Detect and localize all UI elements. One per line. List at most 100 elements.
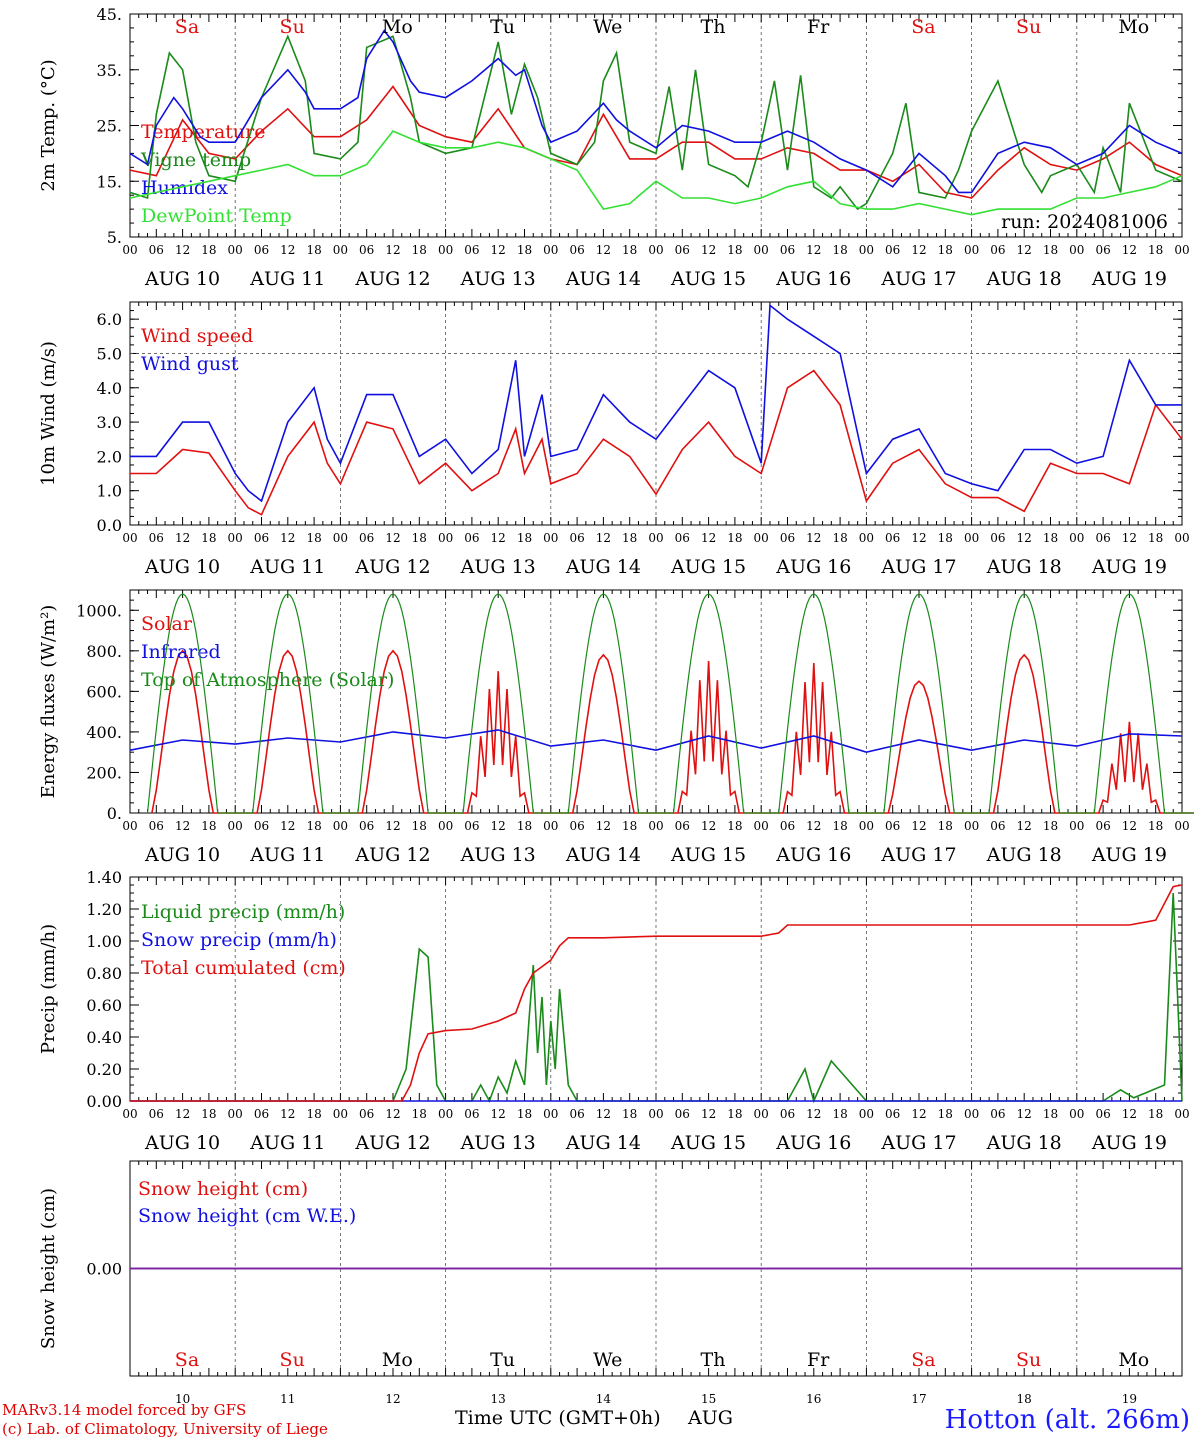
y-tick-label: 1.20 <box>86 900 122 919</box>
x-date-label: AUG 18 <box>986 1132 1062 1154</box>
x-date-label: AUG 10 <box>144 844 220 866</box>
x-hour-label: 00 <box>543 819 558 833</box>
x-hour-label: 06 <box>359 819 374 833</box>
x-hour-label: 06 <box>569 531 584 545</box>
x-hour-label: 00 <box>754 1107 769 1121</box>
x-hour-label: 06 <box>885 243 900 257</box>
weekday-label: We <box>593 16 622 38</box>
x-hour-label: 18 <box>727 243 742 257</box>
x-date-label: AUG 15 <box>670 1132 746 1154</box>
x-hour-label: 06 <box>1095 1107 1110 1121</box>
x-day-number: 17 <box>911 1392 926 1406</box>
x-hour-label: 12 <box>911 1107 926 1121</box>
x-hour-label: 12 <box>385 243 400 257</box>
weekday-label: Su <box>280 1349 305 1371</box>
x-hour-label: 06 <box>254 243 269 257</box>
x-hour-label: 00 <box>1174 243 1189 257</box>
x-hour-label: 06 <box>149 531 164 545</box>
legend-entry: Top of Atmosphere (Solar) <box>141 669 394 691</box>
x-hour-label: 06 <box>990 531 1005 545</box>
x-hour-label: 18 <box>832 243 847 257</box>
weekday-label: Mo <box>382 1349 413 1371</box>
x-hour-label: 12 <box>1017 1107 1032 1121</box>
x-hour-label: 18 <box>832 819 847 833</box>
x-hour-label: 18 <box>622 1107 637 1121</box>
x-hour-label: 00 <box>1174 819 1189 833</box>
x-date-label: AUG 11 <box>249 1132 325 1154</box>
x-hour-label: 18 <box>1148 819 1163 833</box>
x-day-number: 10 <box>175 1392 190 1406</box>
y-tick-label: 0. <box>107 804 122 823</box>
y-tick-label: 800. <box>86 642 122 661</box>
x-hour-label: 18 <box>622 531 637 545</box>
x-hour-label: 18 <box>1043 1107 1058 1121</box>
y-axis-label: 2m Temp. (°C) <box>38 59 59 191</box>
x-hour-label: 06 <box>1095 819 1110 833</box>
x-date-label: AUG 10 <box>144 556 220 578</box>
y-tick-label: 0.20 <box>86 1060 122 1079</box>
x-day-number: 12 <box>385 1392 400 1406</box>
x-hour-label: 18 <box>1043 819 1058 833</box>
x-hour-label: 12 <box>911 531 926 545</box>
x-hour-label: 00 <box>1069 819 1084 833</box>
x-hour-label: 06 <box>464 531 479 545</box>
x-date-label: AUG 14 <box>565 268 641 290</box>
x-hour-label: 18 <box>938 819 953 833</box>
x-hour-label: 06 <box>990 243 1005 257</box>
x-date-label: AUG 12 <box>354 556 430 578</box>
y-tick-label: 1000. <box>76 601 122 620</box>
y-tick-label: 0.60 <box>86 996 122 1015</box>
x-hour-label: 00 <box>754 819 769 833</box>
x-hour-label: 12 <box>1122 243 1137 257</box>
panel-energy: 0. 200. 400. 600. 800. 1000. Energy fluxes (W/… <box>38 589 1194 866</box>
x-hour-label: 18 <box>832 1107 847 1121</box>
y-tick-label: 0.00 <box>86 1092 122 1111</box>
x-hour-label: 06 <box>359 531 374 545</box>
x-hour-label: 12 <box>596 1107 611 1121</box>
x-hour-label: 00 <box>754 243 769 257</box>
weekday-label: Su <box>1016 16 1041 38</box>
x-hour-label: 06 <box>675 243 690 257</box>
x-hour-label: 12 <box>1017 531 1032 545</box>
x-date-label: AUG 19 <box>1091 844 1167 866</box>
legend-entry: Temperature <box>141 121 265 143</box>
x-date-label: AUG 17 <box>880 268 956 290</box>
x-day-number: 16 <box>806 1392 821 1406</box>
x-hour-label: 00 <box>859 1107 874 1121</box>
y-tick-label: 0.0 <box>97 516 122 535</box>
x-hour-label: 06 <box>464 819 479 833</box>
x-hour-label: 12 <box>280 531 295 545</box>
y-tick-label: 5.0 <box>97 344 122 363</box>
x-hour-label: 06 <box>149 1107 164 1121</box>
x-date-label: AUG 12 <box>354 1132 430 1154</box>
weekday-label: Sa <box>175 1349 199 1371</box>
x-hour-label: 00 <box>543 243 558 257</box>
weekday-label: Mo <box>1118 16 1149 38</box>
x-date-label: AUG 15 <box>670 844 746 866</box>
x-date-label: AUG 12 <box>354 268 430 290</box>
x-hour-label: 00 <box>228 1107 243 1121</box>
x-hour-label: 12 <box>175 243 190 257</box>
panel-precip: 0.00 0.20 0.40 0.60 0.80 1.00 1.20 1.40 Precip (… <box>38 868 1190 1154</box>
x-hour-label: 18 <box>938 531 953 545</box>
y-tick-label: 25. <box>97 117 122 136</box>
x-hour-label: 00 <box>333 531 348 545</box>
y-axis-label: Precip (mm/h) <box>38 924 59 1054</box>
x-hour-label: 00 <box>438 243 453 257</box>
x-hour-label: 00 <box>648 1107 663 1121</box>
series-line-top-of-atmosphere-solar- <box>146 593 1194 814</box>
x-hour-label: 12 <box>280 819 295 833</box>
y-tick-label: 0.40 <box>86 1028 122 1047</box>
x-hour-label: 00 <box>964 531 979 545</box>
y-tick-label: 5. <box>107 228 122 247</box>
x-hour-label: 00 <box>754 531 769 545</box>
legend-entry: DewPoint Temp <box>141 205 292 227</box>
x-date-label: AUG 17 <box>880 556 956 578</box>
x-hour-label: 12 <box>385 1107 400 1121</box>
legend-entry: Vigne temp <box>140 149 251 171</box>
x-hour-label: 12 <box>806 531 821 545</box>
x-day-number: 14 <box>596 1392 612 1406</box>
x-hour-label: 06 <box>780 819 795 833</box>
x-hour-label: 12 <box>1017 819 1032 833</box>
x-hour-label: 18 <box>412 1107 427 1121</box>
